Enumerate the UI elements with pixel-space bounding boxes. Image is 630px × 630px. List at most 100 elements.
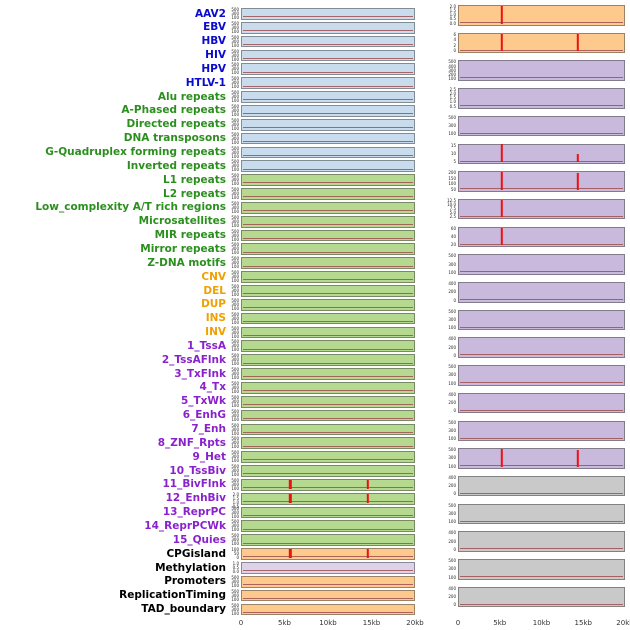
signal-spike bbox=[576, 450, 579, 467]
y-tick-label: 500 bbox=[448, 364, 456, 370]
x-tick-label-right-3: 15kb bbox=[574, 618, 592, 627]
y-tick-label: 500 bbox=[448, 308, 456, 314]
left-track-panel-4-tx bbox=[241, 381, 415, 394]
y-tick-label: 100 bbox=[231, 596, 239, 602]
y-tick-label: 500 bbox=[231, 533, 239, 539]
y-tick-label: 2 bbox=[453, 42, 456, 48]
y-axis-ticks: 500 300 100 bbox=[228, 188, 239, 200]
signal-trace bbox=[243, 348, 413, 350]
y-axis-ticks: 400 200 0 bbox=[442, 337, 456, 358]
x-tick-label-right-4: 20kb bbox=[616, 618, 630, 627]
row-label-a-phased-repeats: A-Phased repeats bbox=[121, 104, 226, 117]
signal-trace bbox=[243, 597, 413, 599]
y-tick-label: 300 bbox=[231, 523, 239, 529]
x-tick-label-left-2: 10kb bbox=[319, 618, 337, 627]
y-axis-ticks: 500 300 100 bbox=[228, 603, 239, 616]
y-tick-label: 500 bbox=[231, 477, 239, 483]
left-track-panel-ins bbox=[241, 312, 415, 325]
signal-trace bbox=[243, 376, 413, 378]
y-tick-label: 2.5 bbox=[449, 214, 456, 220]
right-track-panel-3 bbox=[458, 88, 625, 109]
y-tick-label: 100 bbox=[448, 181, 456, 187]
y-axis-ticks: 500 300 100 bbox=[228, 118, 239, 131]
y-tick-label: 2.0 bbox=[449, 91, 456, 97]
y-axis-ticks: 500 300 100 bbox=[228, 63, 239, 75]
y-tick-label: 500 bbox=[231, 48, 239, 54]
signal-trace bbox=[460, 520, 623, 522]
y-tick-label: 500 bbox=[231, 519, 239, 525]
y-axis-ticks: 500 300 100 bbox=[228, 215, 239, 228]
y-tick-label: 100 bbox=[231, 222, 239, 228]
right-track-panel-6 bbox=[458, 171, 625, 192]
signal-spike bbox=[576, 153, 579, 162]
y-tick-label: 200 bbox=[448, 400, 456, 406]
y-tick-label: 300 bbox=[231, 315, 239, 321]
x-tick-label-left-4: 20kb bbox=[406, 618, 424, 627]
signal-trace bbox=[243, 320, 413, 322]
y-tick-label: 1.5 bbox=[449, 95, 456, 101]
y-tick-label: 300 bbox=[231, 592, 239, 598]
signal-trace bbox=[243, 237, 413, 239]
row-label-hpv: HPV bbox=[201, 62, 226, 75]
y-tick-label: 15 bbox=[450, 142, 456, 148]
y-tick-label: 500 bbox=[231, 228, 239, 234]
left-track-panel-mir-repeats bbox=[241, 229, 415, 242]
signal-trace bbox=[243, 473, 413, 475]
left-track-panel-replicationtiming bbox=[241, 589, 415, 602]
y-axis-ticks: 60 40 20 bbox=[442, 226, 456, 248]
y-tick-label: 500 bbox=[231, 588, 239, 594]
signal-trace bbox=[460, 243, 623, 245]
signal-trace bbox=[243, 542, 413, 544]
y-tick-label: 100 bbox=[231, 472, 239, 478]
left-track-panel-hpv bbox=[241, 63, 415, 76]
y-axis-ticks: 500 300 100 bbox=[228, 312, 239, 325]
y-tick-label: 500 bbox=[448, 59, 456, 65]
row-label-l2-repeats: L2 repeats bbox=[163, 187, 226, 200]
signal-trace bbox=[460, 576, 623, 577]
left-track-panel-a-phased-repeats bbox=[241, 104, 415, 117]
signal-spike bbox=[500, 449, 504, 467]
y-tick-label: 100 bbox=[231, 388, 239, 394]
y-tick-label: 300 bbox=[231, 204, 239, 210]
y-tick-label: 1.5 bbox=[449, 8, 456, 14]
y-tick-label: 100 bbox=[231, 485, 239, 491]
y-axis-ticks: 500 300 100 bbox=[228, 77, 239, 89]
y-axis-ticks: 500 300 100 bbox=[228, 368, 239, 380]
row-label-replicationtiming: ReplicationTiming bbox=[119, 589, 226, 602]
y-axis-ticks: 500 300 100 bbox=[228, 381, 239, 394]
signal-trace bbox=[460, 326, 623, 328]
right-track-panel-11 bbox=[458, 309, 625, 331]
left-track-panel-directed-repeats bbox=[241, 118, 415, 131]
right-track-panel-18 bbox=[458, 503, 625, 525]
y-axis-ticks: 500 300 100 bbox=[228, 243, 239, 255]
y-tick-label: 300 bbox=[231, 107, 239, 113]
y-tick-label: 100 bbox=[231, 292, 239, 297]
y-tick-label: 300 bbox=[231, 509, 239, 515]
y-tick-label: 100 bbox=[231, 181, 239, 187]
right-track-panel-15 bbox=[458, 420, 625, 441]
y-tick-label: 400 bbox=[448, 530, 456, 536]
signal-trace bbox=[243, 404, 413, 406]
right-track-panel-9 bbox=[458, 254, 625, 275]
y-tick-label: 200 bbox=[448, 483, 456, 489]
signal-spike bbox=[500, 172, 504, 190]
row-label-promoters: Promoters bbox=[164, 575, 226, 588]
right-track-panel-10 bbox=[458, 282, 625, 303]
y-tick-label: 500 bbox=[231, 76, 239, 82]
y-tick-label: 400 bbox=[448, 391, 456, 397]
y-tick-label: 100 bbox=[231, 416, 239, 422]
y-tick-label: 500 bbox=[231, 436, 239, 442]
signal-spike bbox=[500, 33, 504, 52]
y-tick-label: 50 bbox=[233, 551, 239, 557]
signal-trace bbox=[460, 492, 623, 494]
y-axis-ticks: 2.0 1.5 1.0 0.5 bbox=[228, 492, 239, 508]
y-tick-label: 500 bbox=[231, 256, 239, 262]
y-tick-label: 500 bbox=[231, 367, 239, 373]
y-axis-ticks: 500 300 100 bbox=[228, 588, 239, 602]
y-tick-label: 20 bbox=[450, 242, 456, 248]
row-label-1-tssa: 1_TssA bbox=[187, 339, 226, 352]
y-tick-label: 400 bbox=[448, 281, 456, 286]
y-tick-label: 100 bbox=[231, 402, 239, 408]
